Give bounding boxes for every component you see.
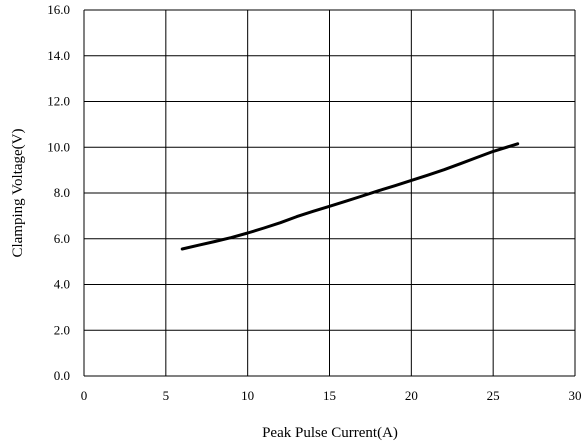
x-tick-label: 25 bbox=[487, 388, 500, 403]
grid-layer bbox=[83, 9, 576, 377]
y-tick-label: 0.0 bbox=[54, 368, 70, 383]
y-tick-label: 12.0 bbox=[47, 94, 70, 109]
y-tick-label: 16.0 bbox=[47, 2, 70, 17]
tick-labels: 0 5 10 15 20 25 30 0.0 2.0 4.0 6.0 8.0 10.0 12.0 14.0 1… bbox=[47, 2, 581, 403]
y-tick-label: 2.0 bbox=[54, 322, 70, 337]
x-tick-label: 10 bbox=[241, 388, 254, 403]
y-axis-label: Clamping Voltage(V) bbox=[10, 128, 26, 257]
y-tick-label: 14.0 bbox=[47, 48, 70, 63]
x-tick-label: 20 bbox=[405, 388, 418, 403]
y-tick-label: 4.0 bbox=[54, 277, 70, 292]
series-line bbox=[180, 142, 520, 251]
x-tick-label: 15 bbox=[323, 388, 336, 403]
y-tick-label: 6.0 bbox=[54, 231, 70, 246]
x-axis-label: Peak Pulse Current(A) bbox=[262, 425, 398, 441]
y-tick-label: 8.0 bbox=[54, 185, 70, 200]
x-tick-label: 30 bbox=[569, 388, 582, 403]
series-layer bbox=[180, 142, 520, 251]
y-tick-label: 10.0 bbox=[47, 139, 70, 154]
x-tick-label: 5 bbox=[163, 388, 170, 403]
x-tick-label: 0 bbox=[81, 388, 88, 403]
